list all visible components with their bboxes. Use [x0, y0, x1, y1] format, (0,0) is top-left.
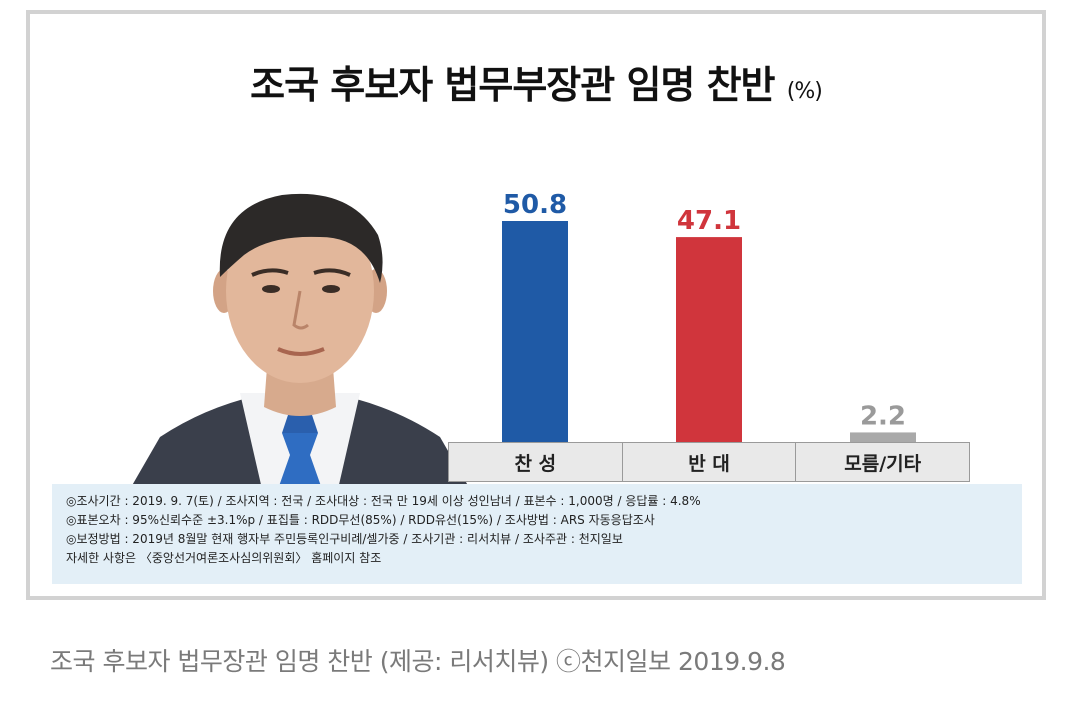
value-label-for: 50.8	[503, 190, 567, 220]
note-line: ◎조사기간 : 2019. 9. 7(토) / 조사지역 : 전국 / 조사대상…	[66, 494, 701, 508]
value-label-unknown: 2.2	[860, 401, 906, 431]
person-photo-icon	[130, 193, 470, 489]
note-line: ◎표본오차 : 95%신뢰수준 ±3.1%p / 표집틀 : RDD무선(85%…	[66, 513, 655, 527]
image-caption: 조국 후보자 법무장관 임명 찬반 (제공: 리서치뷰) ⓒ천지일보 2019.…	[50, 647, 786, 676]
category-labels: 찬 성 반 대 모름/기타	[448, 442, 970, 482]
chart-title-text: 조국 후보자 법무부장관 임명 찬반	[250, 63, 775, 107]
bar-against	[676, 237, 742, 442]
note-line: ◎보정방법 : 2019년 8월말 현재 행자부 주민등록인구비례/셀가중 / …	[66, 532, 623, 546]
infographic-frame: 조국 후보자 법무부장관 임명 찬반 (%) 50.8 47.1 2.2 찬 성 반…	[26, 10, 1046, 600]
bar-chart: 50.8 47.1 2.2	[502, 190, 916, 442]
chart-unit: (%)	[786, 79, 823, 104]
value-label-against: 47.1	[677, 206, 741, 236]
survey-notes: ◎조사기간 : 2019. 9. 7(토) / 조사지역 : 전국 / 조사대상…	[52, 484, 1022, 584]
bar-unknown	[850, 432, 916, 442]
bar-for	[502, 221, 568, 442]
category-label-for: 찬 성	[449, 443, 623, 481]
category-label-unknown: 모름/기타	[844, 452, 922, 475]
category-label-against: 반 대	[623, 443, 797, 481]
note-line: 자세한 사항은 〈중앙선거여론조사심의위원회〉 홈페이지 참조	[66, 551, 382, 565]
chart-title: 조국 후보자 법무부장관 임명 찬반 (%)	[30, 54, 1042, 109]
